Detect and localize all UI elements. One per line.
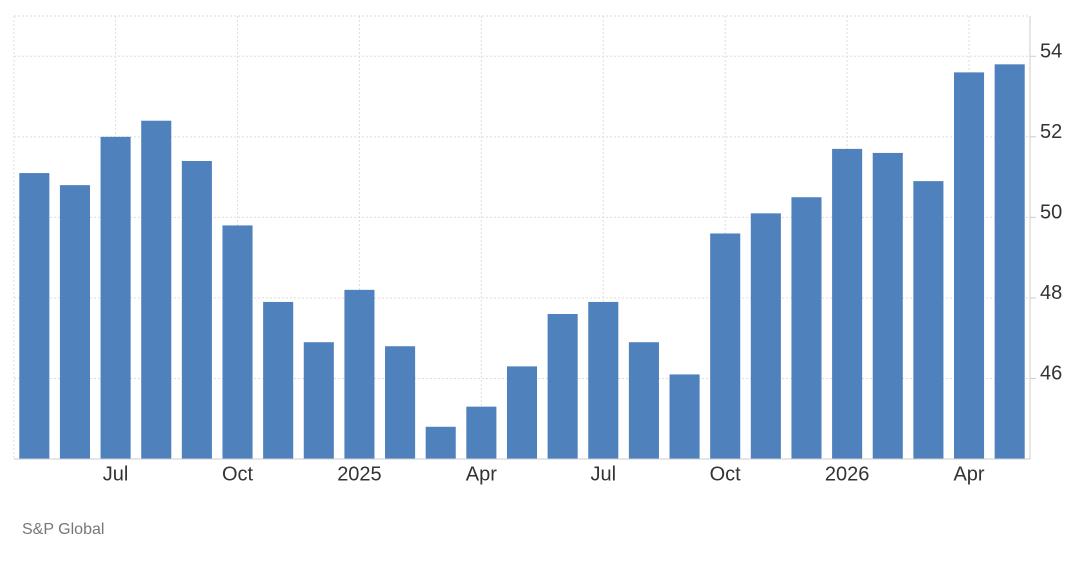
bar bbox=[832, 148, 863, 459]
bar bbox=[385, 346, 416, 459]
x-tick-label: Jul bbox=[590, 463, 616, 485]
source: S&P Global bbox=[22, 521, 104, 538]
x-tick-label: Oct bbox=[222, 463, 254, 485]
bar bbox=[872, 152, 903, 459]
bar bbox=[303, 342, 334, 459]
x-tick-label: 2026 bbox=[825, 463, 870, 485]
bar bbox=[425, 426, 456, 459]
y-tick-label: 50 bbox=[1040, 202, 1062, 224]
bar bbox=[100, 136, 131, 459]
y-tick-label: 46 bbox=[1040, 363, 1062, 385]
bar bbox=[19, 173, 50, 459]
bar bbox=[750, 213, 781, 459]
bar bbox=[588, 301, 619, 459]
x-tick-label: 2025 bbox=[337, 463, 382, 485]
bar bbox=[344, 289, 375, 459]
bar bbox=[181, 160, 212, 459]
y-tick-label: 48 bbox=[1040, 282, 1062, 304]
x-tick-label: Jul bbox=[103, 463, 129, 485]
y-tick-label: 54 bbox=[1040, 41, 1062, 63]
x-tick-label: Apr bbox=[953, 463, 984, 485]
bar bbox=[628, 342, 659, 459]
x-tick-label: Apr bbox=[466, 463, 497, 485]
bar bbox=[141, 120, 172, 459]
bar bbox=[506, 366, 538, 459]
bar bbox=[791, 197, 822, 459]
bar bbox=[547, 314, 578, 459]
bar bbox=[954, 72, 985, 459]
bar bbox=[994, 64, 1025, 459]
bar bbox=[59, 185, 90, 460]
bar bbox=[710, 233, 741, 459]
bar bbox=[913, 181, 944, 460]
x-tick-label: Oct bbox=[710, 463, 742, 485]
bar bbox=[669, 374, 700, 459]
y-tick-label: 52 bbox=[1040, 121, 1062, 143]
bar bbox=[466, 406, 497, 459]
bar bbox=[263, 301, 294, 459]
bar bbox=[222, 225, 253, 459]
